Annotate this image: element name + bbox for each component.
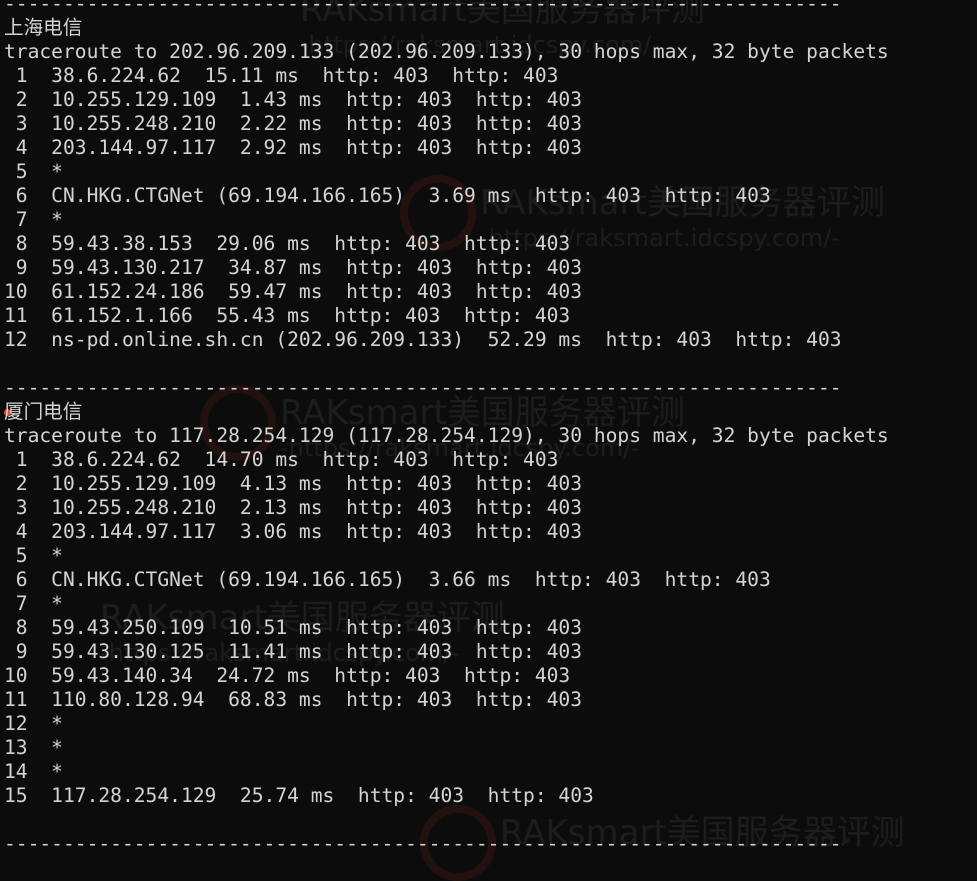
hop-row: 3 10.255.248.210 2.22 ms http: 403 http:… <box>4 112 583 135</box>
hop-row: 11 61.152.1.166 55.43 ms http: 403 http:… <box>4 304 571 327</box>
hop-row: 10 59.43.140.34 24.72 ms http: 403 http:… <box>4 664 571 687</box>
separator-line: ----------------------------------------… <box>4 376 842 399</box>
section-title: 上海电信 <box>4 16 83 39</box>
hop-row: 6 CN.HKG.CTGNet (69.194.166.165) 3.66 ms… <box>4 568 771 591</box>
section-title: 厦门电信 <box>4 400 889 424</box>
terminal-output: ----------------------------------------… <box>4 0 889 856</box>
hop-row: 5 * <box>4 160 63 183</box>
section-title-text: 厦门电信 <box>4 400 83 423</box>
hop-row: 7 * <box>4 592 63 615</box>
hop-row: 7 * <box>4 208 63 231</box>
separator-line: ----------------------------------------… <box>4 0 842 15</box>
hop-row: 8 59.43.250.109 10.51 ms http: 403 http:… <box>4 616 583 639</box>
hop-row: 13 * <box>4 736 63 759</box>
hop-row: 5 * <box>4 544 63 567</box>
hop-row: 4 203.144.97.117 2.92 ms http: 403 http:… <box>4 136 583 159</box>
traceroute-command: traceroute to 117.28.254.129 (117.28.254… <box>4 424 889 447</box>
hop-row: 12 ns-pd.online.sh.cn (202.96.209.133) 5… <box>4 328 842 351</box>
hop-row: 9 59.43.130.217 34.87 ms http: 403 http:… <box>4 256 583 279</box>
hop-row: 12 * <box>4 712 63 735</box>
hop-row: 2 10.255.129.109 1.43 ms http: 403 http:… <box>4 88 583 111</box>
hop-row: 3 10.255.248.210 2.13 ms http: 403 http:… <box>4 496 583 519</box>
hop-row: 15 117.28.254.129 25.74 ms http: 403 htt… <box>4 784 594 807</box>
traceroute-command: traceroute to 202.96.209.133 (202.96.209… <box>4 40 889 63</box>
hop-row: 1 38.6.224.62 14.70 ms http: 403 http: 4… <box>4 448 559 471</box>
separator-line: ----------------------------------------… <box>4 832 842 855</box>
hop-row: 10 61.152.24.186 59.47 ms http: 403 http… <box>4 280 583 303</box>
blank-line <box>4 808 889 832</box>
hop-row: 8 59.43.38.153 29.06 ms http: 403 http: … <box>4 232 571 255</box>
bullet-icon <box>4 409 11 416</box>
blank-line <box>4 352 889 376</box>
hop-row: 9 59.43.130.125 11.41 ms http: 403 http:… <box>4 640 583 663</box>
hop-row: 11 110.80.128.94 68.83 ms http: 403 http… <box>4 688 583 711</box>
hop-row: 4 203.144.97.117 3.06 ms http: 403 http:… <box>4 520 583 543</box>
hop-row: 14 * <box>4 760 63 783</box>
hop-row: 2 10.255.129.109 4.13 ms http: 403 http:… <box>4 472 583 495</box>
hop-row: 1 38.6.224.62 15.11 ms http: 403 http: 4… <box>4 64 559 87</box>
hop-row: 6 CN.HKG.CTGNet (69.194.166.165) 3.69 ms… <box>4 184 771 207</box>
